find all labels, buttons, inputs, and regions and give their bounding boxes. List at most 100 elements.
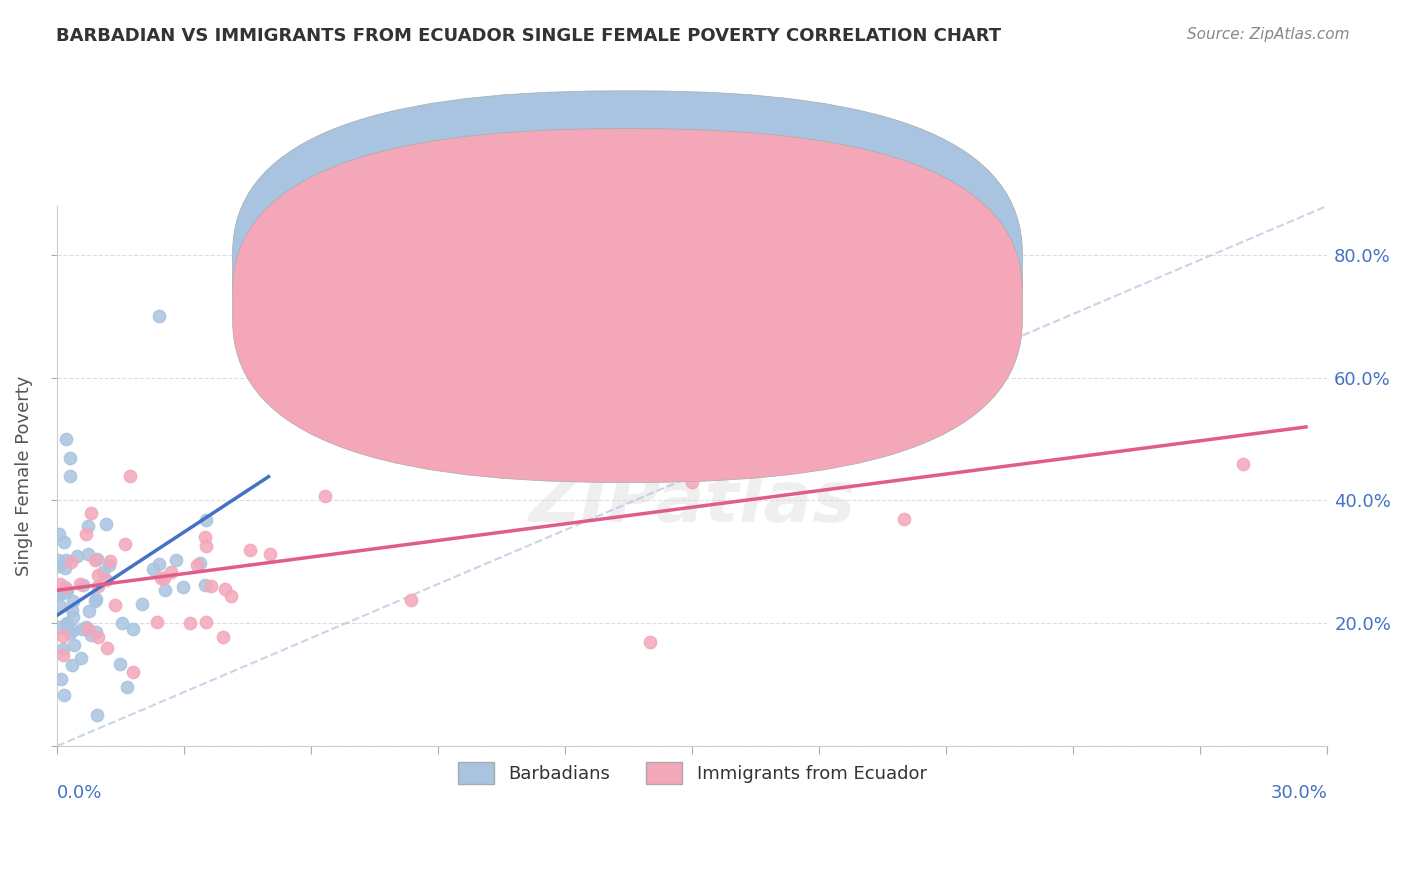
Point — [155, 582, 177, 597]
Point — [53, 580, 76, 594]
Point — [77, 547, 100, 561]
Point — [87, 568, 110, 582]
Point — [195, 539, 218, 553]
Text: BARBADIAN VS IMMIGRANTS FROM ECUADOR SINGLE FEMALE POVERTY CORRELATION CHART: BARBADIAN VS IMMIGRANTS FROM ECUADOR SIN… — [56, 27, 1001, 45]
Point — [98, 554, 121, 568]
Point — [179, 616, 201, 631]
Point — [91, 565, 114, 579]
Point — [110, 657, 132, 671]
Point — [86, 708, 108, 723]
Point — [638, 634, 661, 648]
Point — [55, 432, 77, 446]
Point — [219, 590, 242, 604]
Point — [87, 578, 110, 592]
Point — [55, 617, 77, 632]
Point — [70, 651, 93, 665]
Point — [52, 629, 75, 643]
Point — [152, 571, 174, 585]
Point — [52, 642, 75, 657]
Point — [48, 558, 70, 573]
Point — [160, 565, 183, 579]
Point — [55, 583, 77, 598]
Point — [53, 585, 76, 599]
Text: R = 0.418   N = 60
R = 0.476   N = 44: R = 0.418 N = 60 R = 0.476 N = 44 — [648, 270, 848, 311]
Point — [114, 536, 136, 550]
Point — [80, 506, 103, 520]
Point — [104, 598, 127, 612]
Point — [385, 310, 408, 324]
Point — [122, 665, 145, 680]
Point — [63, 638, 86, 652]
Point — [48, 526, 70, 541]
Point — [239, 542, 262, 557]
Point — [60, 555, 83, 569]
Point — [59, 626, 82, 640]
Point — [62, 610, 84, 624]
Legend: Barbadians, Immigrants from Ecuador: Barbadians, Immigrants from Ecuador — [450, 755, 934, 791]
Point — [86, 631, 108, 645]
Point — [399, 593, 422, 607]
Point — [148, 557, 170, 571]
Point — [111, 615, 134, 630]
Point — [75, 527, 97, 541]
Point — [117, 681, 139, 695]
Point — [46, 553, 69, 567]
Point — [314, 489, 336, 503]
Point — [48, 620, 70, 634]
Point — [62, 594, 84, 608]
Point — [98, 558, 121, 573]
Point — [59, 450, 82, 465]
Point — [59, 469, 82, 483]
Point — [49, 587, 72, 601]
Point — [681, 475, 703, 489]
Point — [60, 658, 83, 673]
Point — [56, 616, 79, 631]
Point — [49, 599, 72, 613]
Point — [65, 549, 87, 563]
Text: 30.0%: 30.0% — [1270, 784, 1327, 802]
Point — [1232, 457, 1254, 471]
Point — [149, 571, 172, 585]
Point — [49, 577, 72, 591]
Point — [94, 516, 117, 531]
Point — [188, 556, 211, 570]
FancyBboxPatch shape — [232, 91, 1022, 444]
Point — [194, 615, 217, 630]
Point — [55, 553, 77, 567]
Point — [77, 603, 100, 617]
Point — [94, 573, 117, 587]
Point — [84, 625, 107, 640]
Point — [893, 512, 915, 526]
Point — [131, 597, 153, 611]
Text: Source: ZipAtlas.com: Source: ZipAtlas.com — [1187, 27, 1350, 42]
Point — [194, 513, 217, 527]
Point — [259, 547, 281, 561]
Point — [194, 530, 217, 544]
Point — [52, 535, 75, 549]
Point — [165, 553, 187, 567]
Point — [76, 519, 98, 533]
Point — [84, 594, 107, 608]
Point — [86, 552, 108, 566]
Y-axis label: Single Female Poverty: Single Female Poverty — [15, 376, 32, 576]
Point — [186, 558, 208, 573]
Text: 0.0%: 0.0% — [58, 784, 103, 802]
Point — [200, 579, 222, 593]
Point — [211, 630, 233, 644]
Point — [53, 689, 76, 703]
Point — [214, 582, 236, 596]
Text: ZIPatlas: ZIPatlas — [529, 468, 856, 538]
Point — [53, 561, 76, 575]
Point — [80, 628, 103, 642]
Point — [62, 623, 84, 637]
Point — [172, 581, 194, 595]
Point — [69, 577, 91, 591]
Point — [96, 640, 118, 655]
Point — [55, 622, 77, 636]
Point — [51, 585, 73, 599]
Point — [52, 648, 75, 662]
Point — [146, 615, 169, 629]
FancyBboxPatch shape — [232, 128, 1022, 483]
Point — [55, 585, 77, 599]
Point — [51, 673, 73, 687]
